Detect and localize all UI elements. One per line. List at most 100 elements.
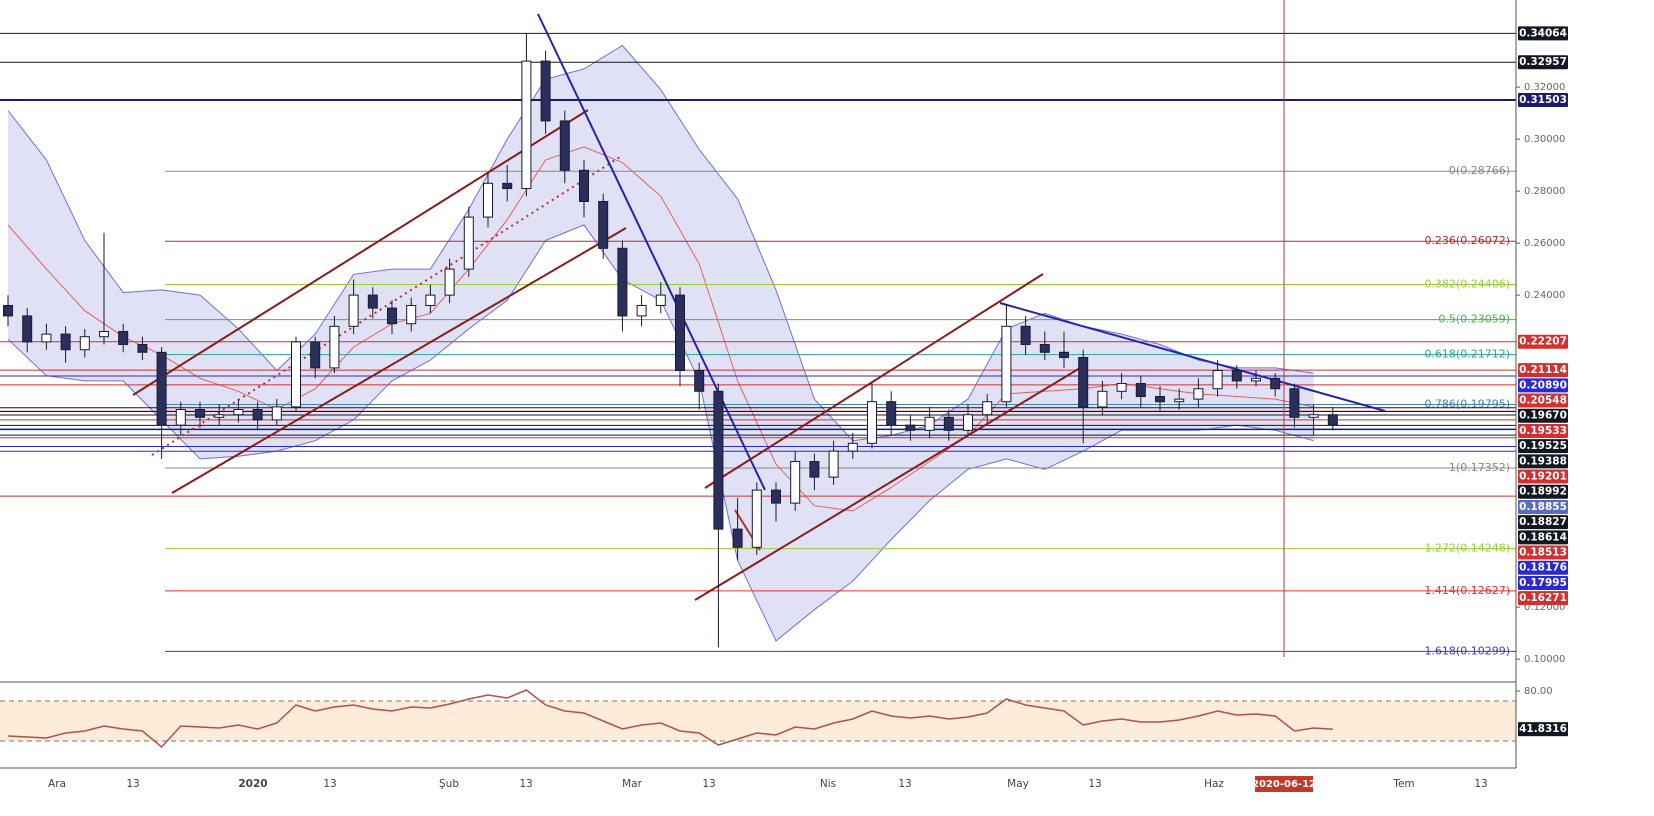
- candle-body: [809, 461, 820, 478]
- price-badge: [1518, 484, 1568, 499]
- candle-body: [559, 120, 570, 171]
- price-badge: [1518, 423, 1568, 438]
- fib-label: 0.786(0.19795): [1424, 397, 1510, 410]
- fib-label: 1.414(0.12627): [1424, 584, 1510, 597]
- y-tick-label: 0.28000: [1524, 186, 1565, 197]
- price-badge-label: 0.18513: [1519, 547, 1567, 559]
- candle-body: [617, 247, 628, 317]
- candle-body: [175, 409, 186, 426]
- price-badge-label: 0.19388: [1519, 455, 1567, 467]
- price-badge-label: 0.19525: [1519, 440, 1567, 452]
- candle-body: [1059, 351, 1069, 359]
- fib-label: 0(0.28766): [1449, 164, 1510, 177]
- candle-body: [847, 442, 858, 452]
- rsi-line: [7, 689, 1333, 749]
- rsi-badge: [1518, 722, 1568, 737]
- candle-body: [1231, 370, 1242, 382]
- price-badge: [1518, 26, 1568, 41]
- candle-body: [214, 414, 225, 418]
- fib-label: 0.618(0.21712): [1424, 348, 1510, 361]
- candle-body: [1155, 396, 1165, 403]
- candle-body: [1193, 388, 1204, 400]
- x-tick-label: Haz: [1204, 778, 1224, 790]
- x-tick-label: 13: [323, 778, 336, 790]
- candle-body: [1270, 377, 1281, 390]
- price-badge-label: 0.18855: [1519, 501, 1567, 513]
- trend-line: [999, 302, 1386, 412]
- price-badge-label: 0.17995: [1519, 577, 1567, 589]
- price-badge: [1518, 439, 1568, 454]
- candle-body: [598, 201, 609, 249]
- price-badge-label: 0.21114: [1519, 364, 1567, 376]
- candle-body: [406, 305, 417, 325]
- candle-body: [1135, 383, 1146, 398]
- candle-body: [463, 216, 474, 270]
- candle-body: [329, 325, 340, 369]
- candle-body: [310, 341, 321, 369]
- level-layer: 0(0.28766) 0.236(0.26072) 0.382(0.24406) 0.…: [0, 32, 1516, 657]
- candle-body: [425, 294, 436, 307]
- price-badge: [1518, 363, 1568, 378]
- candle-body: [137, 344, 148, 353]
- channel-line: [171, 227, 627, 494]
- x-tick-label: 13: [1474, 778, 1487, 790]
- price-badge-label: 0.18176: [1519, 562, 1567, 574]
- cursor-label: 2020-06-12: [1252, 779, 1316, 790]
- x-tick-label: May: [1007, 778, 1029, 790]
- candle-body: [367, 294, 378, 309]
- drawings: [132, 0, 1386, 657]
- candle-body: [963, 414, 973, 431]
- candle-body: [886, 401, 897, 426]
- candle-body: [195, 409, 205, 418]
- candle-body: [1327, 414, 1338, 426]
- price-badge-label: 0.18827: [1519, 516, 1567, 528]
- price-badge-label: 0.19201: [1519, 471, 1567, 483]
- price-badge: [1518, 530, 1568, 545]
- price-badge-label: 0.22207: [1519, 336, 1567, 348]
- price-badge-label: 0.18614: [1519, 531, 1567, 543]
- y-tick-label: 0.24000: [1524, 290, 1565, 301]
- channel-line: [704, 273, 1044, 489]
- y-tick-label: 0.32000: [1524, 82, 1565, 93]
- candle-body: [99, 331, 109, 338]
- candle-body: [636, 305, 647, 317]
- candle-layer: [3, 33, 1338, 749]
- price-badge: [1518, 560, 1568, 575]
- x-tick-label: Ara: [48, 778, 66, 790]
- price-badge-label: 0.20890: [1519, 379, 1567, 391]
- price-badge-label: 0.34064: [1519, 27, 1567, 39]
- candle-body: [1001, 325, 1012, 403]
- price-badge: [1518, 93, 1568, 108]
- price-badge-label: 0.18992: [1519, 486, 1567, 498]
- price-badge: [1518, 499, 1568, 514]
- candle-body: [387, 307, 397, 325]
- channel-line: [132, 109, 589, 396]
- x-tick-label: 13: [126, 778, 139, 790]
- band-basis: [7, 146, 1314, 512]
- price-badge: [1518, 454, 1568, 469]
- candle-body: [1039, 344, 1050, 353]
- rsi-badge-label: 41.8316: [1519, 723, 1567, 735]
- fib-label: 0.382(0.24406): [1424, 278, 1510, 291]
- candle-body: [905, 424, 916, 431]
- price-badge: [1518, 515, 1568, 530]
- cursor-badge: [1255, 776, 1313, 792]
- fib-label: 1(0.17352): [1449, 461, 1510, 474]
- price-badge-label: 0.19533: [1519, 425, 1567, 437]
- x-tick-label: 2020: [238, 778, 267, 790]
- price-badge-label: 0.16271: [1519, 592, 1567, 604]
- candle-body: [1116, 383, 1127, 392]
- candle-body: [271, 406, 282, 421]
- y-tick-label: 0.10000: [1524, 654, 1565, 665]
- price-badge: [1518, 469, 1568, 484]
- price-badge: [1518, 378, 1568, 393]
- price-badge: [1518, 393, 1568, 408]
- x-tick-label: Tem: [1392, 778, 1414, 790]
- candle-body: [655, 294, 666, 307]
- y-tick-label: 0.26000: [1524, 238, 1565, 249]
- background-layer: [0, 44, 1516, 742]
- candle-body: [732, 528, 743, 548]
- candle-body: [713, 390, 724, 530]
